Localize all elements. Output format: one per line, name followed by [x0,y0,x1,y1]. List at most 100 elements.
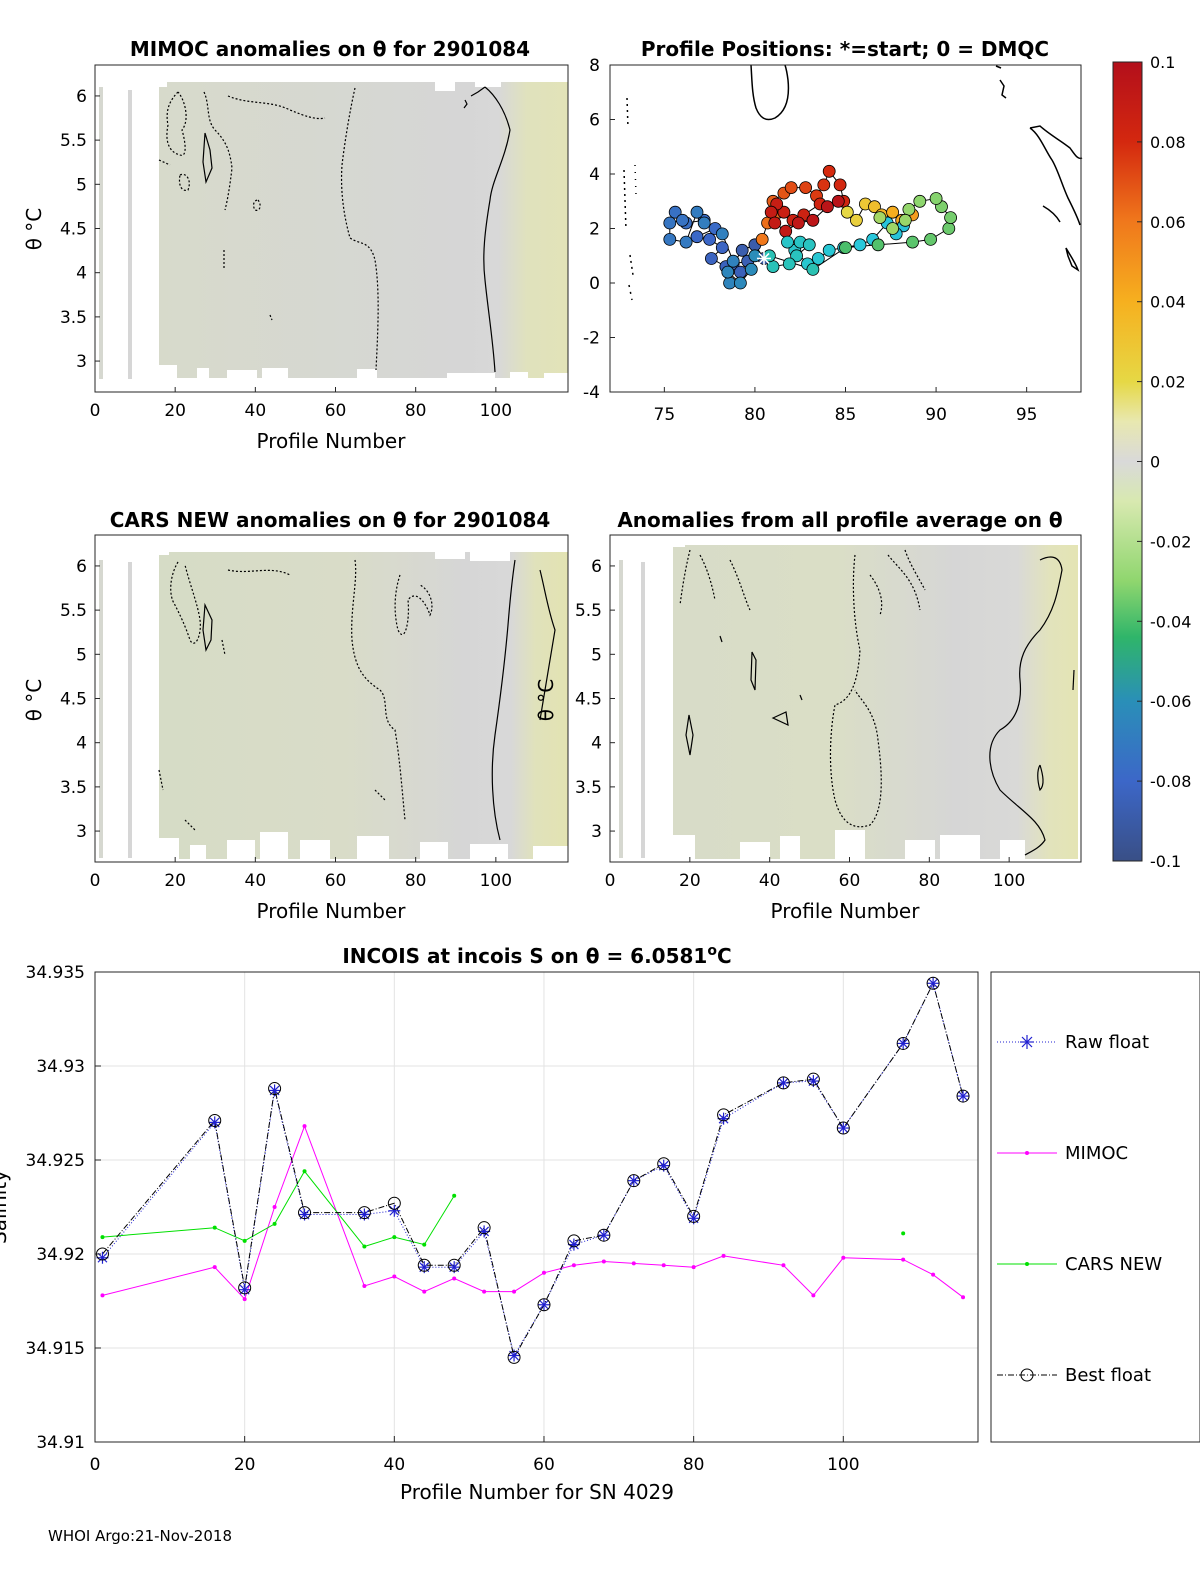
cars-line [102,1170,455,1248]
x-tick-label: 100 [827,1455,859,1475]
mimoc-point [931,1272,936,1277]
cars-point [422,1242,427,1247]
cars-ylabel: θ °C [22,679,46,722]
mimoc-point [362,1283,367,1288]
profile-position-point [944,211,957,225]
salinity-legend: Raw float MIMOC CARS NEW Best float [990,971,1200,1443]
best-float-point [836,1121,850,1135]
mimoc-heatmap [99,65,568,381]
y-tick-label: 4 [591,734,602,754]
y-tick-label: 34.935 [26,963,85,983]
y-tick-label: 34.915 [26,1339,85,1359]
y-tick-label: 4 [76,264,87,284]
colorbar-tick-label: -0.06 [1150,692,1191,711]
x-tick-label: 40 [245,871,267,891]
y-tick-label: 34.92 [36,1245,85,1265]
best-float-point [687,1209,701,1223]
mimoc-point [571,1263,576,1268]
y-tick-label: 4.5 [60,220,87,240]
best-float-point [387,1196,401,1210]
profile-position-point [703,232,716,246]
x-tick-label: 80 [405,871,427,891]
best-float-point [477,1221,491,1235]
salinity-series [95,976,970,1364]
cars-point [242,1238,247,1243]
colorbar-tick-label: 0.1 [1150,53,1175,72]
x-tick-label: 0 [90,401,101,421]
x-tick-label: 80 [919,871,941,891]
colorbar-tick-label: 0.08 [1150,133,1186,152]
mimoc-contours [158,86,511,373]
raw-float-point [478,1225,491,1238]
mimoc-point [100,1293,105,1298]
salinity-chart: INCOIS at incois S on θ = 6.0581oC 0 20 40… [0,943,979,1504]
best-float-point [417,1258,431,1272]
profile-position-point [779,224,793,238]
raw-float-point [567,1238,580,1251]
raw-float-point [537,1298,550,1311]
profile-position-point [868,200,881,214]
raw-float-line [102,981,964,1357]
cars-point [100,1235,105,1240]
raw-float-point [627,1174,640,1187]
profile-position-point [663,232,677,246]
x-tick-label: 100 [993,871,1025,891]
best-float-point [597,1228,611,1242]
asterisk-marker-icon [1020,1035,1034,1049]
raw-float-point [837,1122,850,1135]
x-tick-label: 60 [839,871,861,891]
profile-position-point [777,205,791,219]
y-tick-label: 3.5 [60,308,87,328]
profile-position-point [822,243,836,257]
y-tick-label: 2 [589,220,600,240]
mimoc-point [212,1265,217,1270]
profile-position-point [781,235,794,249]
y-tick-label: 4 [76,734,87,754]
x-tick-label: 0 [90,871,101,891]
y-tick-label: 3 [76,822,87,842]
profile-position-point [676,213,689,227]
profile-position-point [768,216,782,230]
profile-position-point [690,205,704,219]
mimoc-point [901,1257,906,1262]
x-tick-label: 80 [744,405,766,425]
best-float-point [776,1076,790,1090]
profile-position-point [924,232,937,246]
profile-position-point [782,257,796,271]
raw-float-point [717,1112,730,1125]
mimoc-xlabel: Profile Number [257,429,407,453]
profile-position-point [886,222,899,235]
profile-position-point [726,254,740,268]
best-float-point [567,1234,581,1248]
colorbar-tick-label: -0.08 [1150,772,1191,791]
y-tick-label: 5.5 [60,131,87,151]
raw-float-point [777,1076,790,1089]
profile-position-point [821,200,834,214]
mimoc-point [392,1274,397,1279]
y-tick-label: -2 [583,329,600,349]
allavg-ticks: 0 20 40 60 80 100 6 5.5 5 4.5 4 3.5 3 [575,557,1025,891]
profile-position-point [784,181,798,195]
profile-position-point [840,205,854,219]
profile-position-point [764,205,778,219]
raw-float-point [597,1229,610,1242]
best-float-point [806,1072,820,1086]
mimoc-point [691,1265,696,1270]
profile-position-point [690,230,704,244]
mimoc-point [541,1270,546,1275]
profile-position-point [871,238,885,252]
y-tick-label: 6 [589,111,600,131]
y-tick-label: 5 [76,175,87,195]
profile-position-point [929,192,943,205]
allavg-contours [679,549,1075,856]
x-tick-label: 20 [679,871,701,891]
best-float-point [896,1036,910,1050]
best-float-point [537,1298,551,1312]
mimoc-point [272,1205,277,1209]
x-tick-label: 0 [90,1455,101,1475]
salinity-ylabel: Salinity [0,1170,11,1244]
y-tick-label: 34.93 [36,1057,85,1077]
profile-position-point [748,249,762,263]
x-tick-label: 20 [234,1455,256,1475]
